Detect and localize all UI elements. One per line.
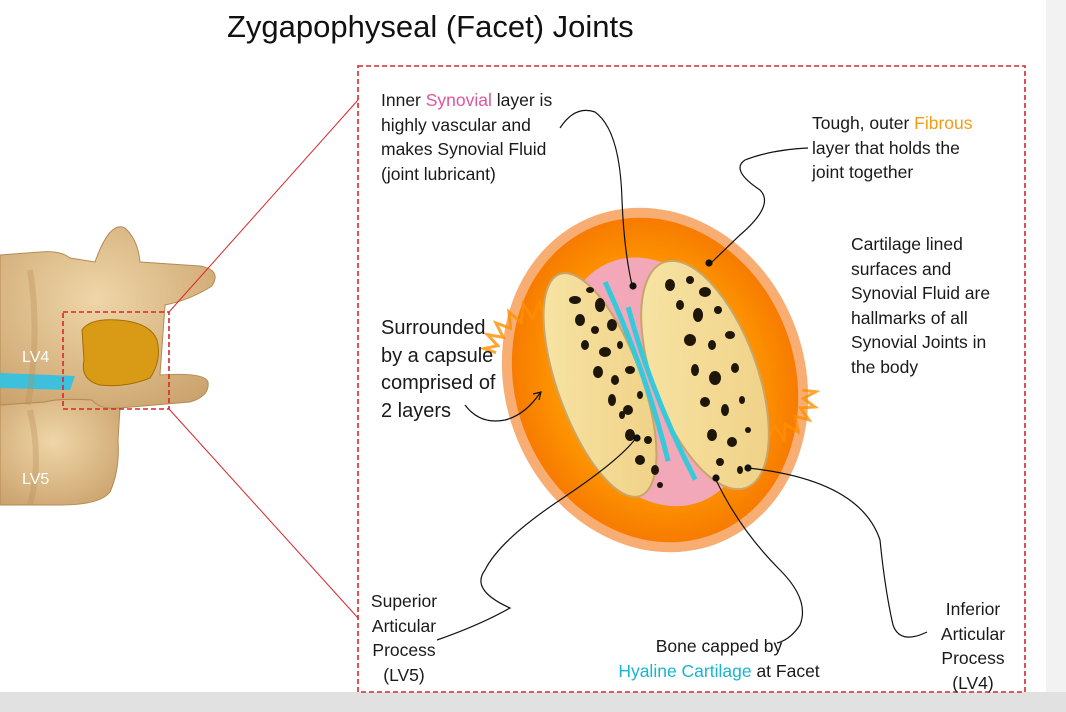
leader-superior (436, 437, 637, 641)
superior-annotation: Superior Articular Process (LV5) (370, 591, 438, 685)
facet-highlight (81, 319, 159, 387)
fibrous-annotation: Tough, outer Fibrous layer that holds th… (812, 113, 973, 182)
leader-lines (436, 109, 928, 644)
zoom-line-top (168, 99, 359, 313)
zoom-line-bottom (168, 408, 359, 619)
vertebrae-illustration (0, 226, 216, 506)
zoom-source-box (62, 311, 170, 410)
inferior-annotation: Inferior Articular Process (LV4) (940, 599, 1006, 693)
leader-synovial (559, 109, 633, 286)
capsule-annotation: Surrounded by a capsule comprised of 2 l… (381, 317, 496, 422)
leader-fibrous (711, 147, 809, 263)
intervertebral-disc (0, 373, 75, 390)
lv5-vertebra (0, 398, 121, 506)
zoom-frame (357, 65, 1026, 693)
hyaline-highlight: Hyaline Cartilage (618, 660, 752, 681)
leader-bone (715, 479, 804, 644)
lv4-label: LV4 (22, 349, 50, 366)
lv5-label: LV5 (22, 471, 50, 488)
leader-capsule (464, 392, 541, 422)
page-title: Zygapophyseal (Facet) Joints (227, 9, 634, 44)
synovial-highlight: Synovial (425, 90, 492, 110)
window-bottom-edge (0, 692, 1066, 712)
bone-annotation: Bone capped by Hyaline Cartilage at Face… (618, 636, 820, 681)
synovial-annotation: Inner Synovial layer is highly vascular … (381, 90, 553, 184)
leader-inferior (747, 467, 928, 638)
window-edge (1046, 0, 1066, 692)
cartilage-lined-annotation: Cartilage lined surfaces and Synovial Fl… (851, 234, 991, 377)
marrow-spots (569, 276, 751, 488)
facet-joint-illustration (478, 207, 821, 553)
fibrous-highlight: Fibrous (914, 113, 973, 133)
